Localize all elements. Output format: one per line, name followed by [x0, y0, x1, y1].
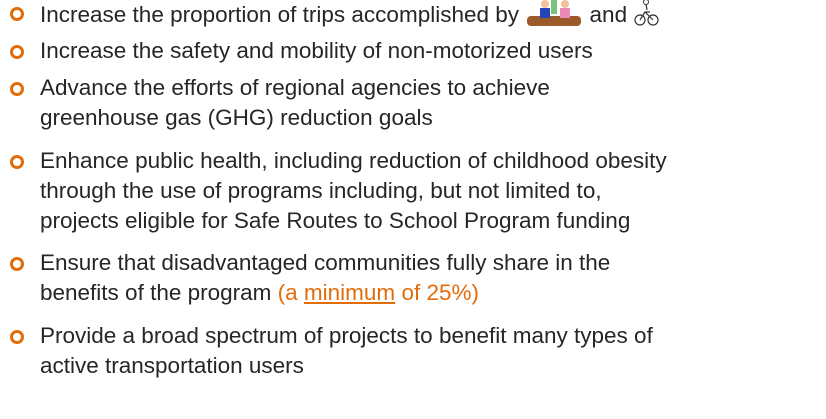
bullet-text: Advance the efforts of regional agencies… — [40, 73, 550, 103]
bullet-text: through the use of programs including, b… — [40, 176, 667, 206]
walkers-icon — [525, 0, 583, 28]
bullet-text: Increase the safety and mobility of non-… — [40, 36, 593, 66]
bullet-text: active transportation users — [40, 351, 653, 381]
bullet-marker — [10, 257, 24, 271]
bullet-text: Ensure that disadvantaged communities fu… — [40, 248, 610, 278]
bullet-marker — [10, 155, 24, 169]
bullet-marker — [10, 45, 24, 59]
bullet-marker — [10, 82, 24, 96]
underlined-text: minimum — [304, 280, 395, 305]
bullet-text: and — [590, 2, 628, 27]
highlight-text: of 25%) — [395, 280, 479, 305]
bullet-marker — [10, 330, 24, 344]
bullet-text: greenhouse gas (GHG) reduction goals — [40, 103, 550, 133]
bullet-text: Provide a broad spectrum of projects to … — [40, 321, 653, 351]
bullet-marker — [10, 7, 24, 21]
bullet-text: projects eligible for Safe Routes to Sch… — [40, 206, 667, 236]
bullet-text: Enhance public health, including reducti… — [40, 146, 667, 176]
bullet-text: benefits of the program — [40, 280, 271, 305]
highlight-text: (a — [278, 280, 304, 305]
slide: Increase the proportion of trips accompl… — [0, 0, 826, 419]
bullet-text: Increase the proportion of trips accompl… — [40, 2, 519, 27]
bicycle-icon — [633, 0, 659, 28]
